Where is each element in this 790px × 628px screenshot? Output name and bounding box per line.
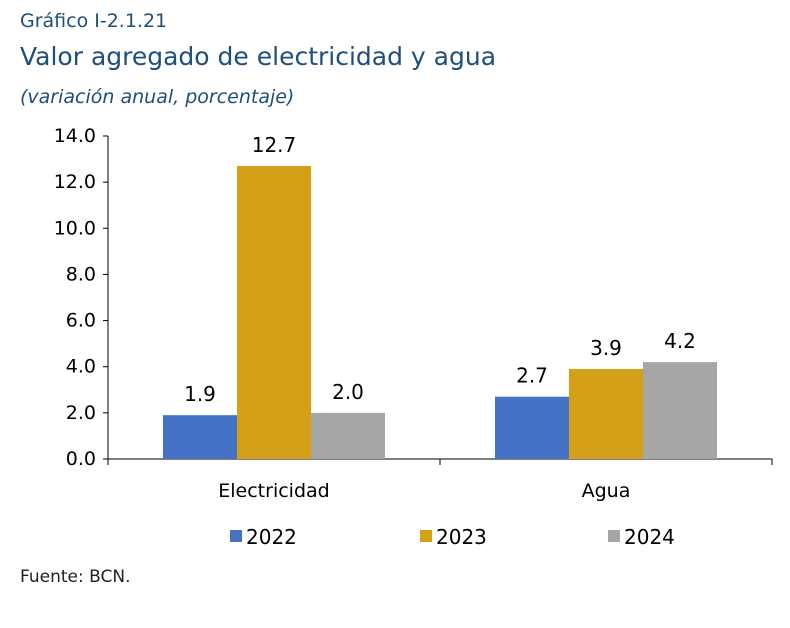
chart-subtitle: (variación anual, porcentaje) — [20, 86, 295, 108]
legend-swatch-2023 — [420, 530, 432, 542]
x-category-label: Agua — [582, 480, 631, 502]
legend-label: 2023 — [436, 525, 487, 549]
data-label: 2.0 — [332, 380, 364, 404]
bar-2022-agua — [495, 396, 569, 459]
data-label: 1.9 — [184, 382, 216, 406]
bar-2022-electricidad — [163, 415, 237, 459]
y-tick-label: 6.0 — [66, 310, 96, 332]
bar-2024-agua — [643, 362, 717, 459]
source-note: Fuente: BCN. — [20, 567, 131, 587]
y-tick-label: 12.0 — [54, 171, 96, 193]
legend-label: 2022 — [246, 525, 297, 549]
y-tick-label: 14.0 — [54, 125, 96, 147]
y-tick-label: 0.0 — [66, 448, 96, 470]
legend-swatch-2022 — [230, 530, 242, 542]
y-tick-label: 4.0 — [66, 356, 96, 378]
chart-title: Valor agregado de electricidad y agua — [20, 42, 497, 71]
bar-2024-electricidad — [311, 412, 385, 459]
data-label: 3.9 — [590, 336, 622, 360]
y-tick-label: 2.0 — [66, 402, 96, 424]
data-label: 2.7 — [516, 364, 548, 388]
y-tick-label: 10.0 — [54, 217, 96, 239]
legend-swatch-2024 — [608, 530, 620, 542]
data-label: 4.2 — [664, 329, 696, 353]
data-label: 12.7 — [252, 133, 297, 157]
chart-kicker: Gráfico I-2.1.21 — [20, 10, 168, 32]
y-tick-label: 8.0 — [66, 263, 96, 285]
bar-2023-agua — [569, 369, 643, 459]
x-category-label: Electricidad — [218, 480, 329, 502]
legend-label: 2024 — [624, 525, 675, 549]
bar-2023-electricidad — [237, 165, 311, 459]
